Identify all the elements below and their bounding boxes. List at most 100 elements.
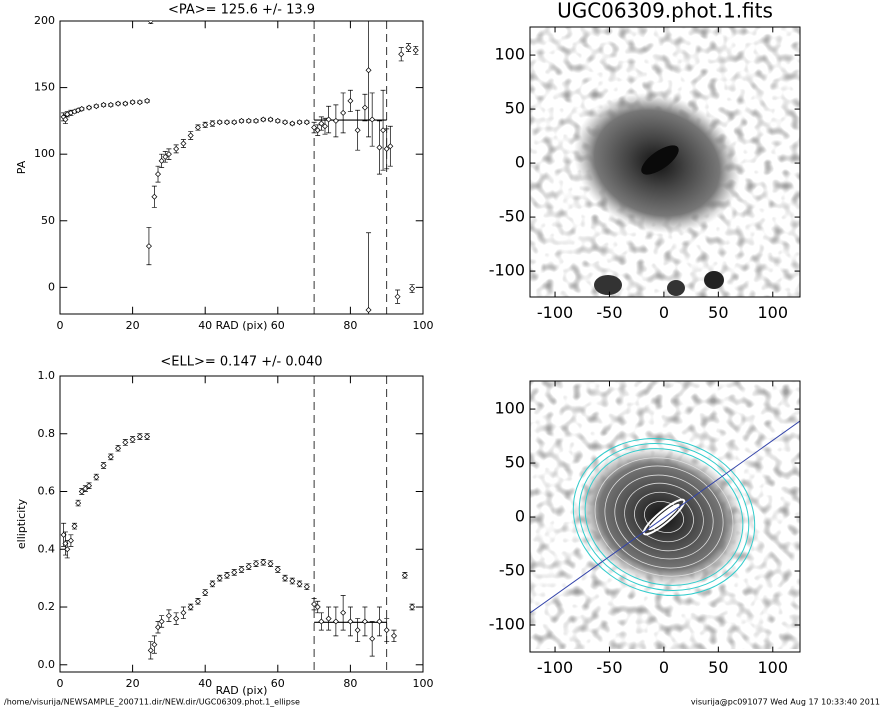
plot-frame bbox=[529, 26, 801, 298]
data-point bbox=[155, 171, 162, 178]
y-tick-label: 0 bbox=[515, 507, 525, 526]
data-point bbox=[187, 604, 194, 611]
data-point bbox=[231, 569, 238, 576]
data-point bbox=[365, 67, 372, 74]
data-point bbox=[340, 609, 347, 616]
x-axis-label: RAD (pix) bbox=[216, 684, 268, 697]
chart-title: <PA>= 125.6 +/- 13.9 bbox=[168, 3, 315, 18]
data-point bbox=[155, 624, 162, 631]
y-tick-label: 0.6 bbox=[38, 485, 56, 498]
x-tick-label: -100 bbox=[537, 303, 573, 322]
data-point bbox=[340, 109, 347, 116]
data-point bbox=[93, 474, 100, 481]
data-point bbox=[405, 44, 412, 51]
data-point bbox=[321, 123, 328, 130]
y-tick-label: 0.0 bbox=[38, 658, 56, 671]
data-point bbox=[245, 563, 252, 570]
data-point bbox=[78, 105, 85, 112]
data-point bbox=[303, 119, 310, 126]
data-point bbox=[216, 575, 223, 582]
data-point bbox=[147, 21, 154, 24]
x-tick-label: 80 bbox=[343, 319, 357, 332]
data-point bbox=[318, 618, 325, 625]
data-point bbox=[245, 117, 252, 124]
contour-image bbox=[530, 381, 800, 652]
data-point bbox=[376, 144, 383, 151]
data-point bbox=[209, 120, 216, 127]
data-point bbox=[115, 100, 122, 107]
data-point bbox=[369, 635, 376, 642]
data-point bbox=[412, 47, 419, 54]
x-tick-label: 100 bbox=[758, 658, 789, 677]
data-point bbox=[75, 500, 82, 507]
data-point bbox=[86, 482, 93, 489]
x-tick-label: 60 bbox=[271, 319, 285, 332]
data-point bbox=[238, 117, 245, 124]
data-point bbox=[202, 121, 209, 128]
data-point bbox=[332, 618, 339, 625]
y-tick-label: 0.8 bbox=[38, 427, 56, 440]
plot-frame bbox=[59, 20, 424, 315]
x-tick-label: 0 bbox=[57, 677, 64, 690]
data-point bbox=[173, 615, 180, 622]
x-tick-label: 20 bbox=[126, 319, 140, 332]
data-point bbox=[129, 436, 136, 443]
data-point bbox=[194, 124, 201, 131]
y-tick-label: 50 bbox=[505, 453, 525, 472]
data-point bbox=[145, 243, 152, 250]
data-point bbox=[107, 101, 114, 108]
x-tick-label: 40 bbox=[198, 677, 212, 690]
x-tick-label: 20 bbox=[126, 677, 140, 690]
y-tick-label: 100 bbox=[494, 399, 525, 418]
chart-title: UGC06309.phot.1.fits bbox=[557, 0, 773, 23]
y-tick-label: -100 bbox=[489, 615, 525, 634]
data-point bbox=[274, 117, 281, 124]
y-tick-label: -100 bbox=[489, 261, 525, 280]
y-tick-label: 50 bbox=[505, 99, 525, 118]
y-tick-label: 0.4 bbox=[38, 542, 56, 555]
data-point bbox=[238, 566, 245, 573]
data-point bbox=[62, 116, 69, 123]
y-tick-label: 1.0 bbox=[38, 369, 56, 382]
data-point bbox=[394, 293, 401, 300]
data-point bbox=[296, 580, 303, 587]
y-tick-label: 0 bbox=[515, 153, 525, 172]
data-point bbox=[122, 100, 129, 107]
data-point bbox=[158, 157, 165, 164]
data-point bbox=[107, 453, 114, 460]
data-point bbox=[387, 143, 394, 150]
data-point bbox=[180, 609, 187, 616]
data-point bbox=[64, 546, 71, 553]
data-point bbox=[311, 601, 318, 608]
data-point bbox=[202, 589, 209, 596]
data-point bbox=[162, 153, 169, 160]
footer-stamp: visurija@pc091077 Wed Aug 17 10:33:40 20… bbox=[691, 698, 880, 707]
data-point bbox=[409, 285, 416, 292]
plot-frame bbox=[59, 375, 424, 673]
x-tick-label: 50 bbox=[708, 303, 728, 322]
data-point bbox=[282, 575, 289, 582]
galaxy-image bbox=[530, 27, 800, 297]
data-point bbox=[369, 116, 376, 123]
y-tick-label: 150 bbox=[34, 81, 55, 94]
data-point bbox=[383, 145, 390, 152]
data-point bbox=[274, 566, 281, 573]
data-point bbox=[383, 627, 390, 634]
y-axis-label: PA bbox=[15, 160, 28, 174]
y-tick-label: -50 bbox=[499, 207, 525, 226]
data-point bbox=[325, 116, 332, 123]
data-point bbox=[401, 572, 408, 579]
data-point bbox=[380, 127, 387, 134]
data-point bbox=[361, 104, 368, 111]
x-tick-label: 100 bbox=[758, 303, 789, 322]
data-point bbox=[398, 51, 405, 58]
footer-path: /home/visurija/NEWSAMPLE_200711.dir/NEW.… bbox=[4, 698, 300, 707]
plot-frame bbox=[529, 380, 801, 653]
data-point bbox=[194, 598, 201, 605]
data-point bbox=[136, 433, 143, 440]
data-point bbox=[115, 445, 122, 452]
data-point bbox=[122, 439, 129, 446]
x-tick-label: 100 bbox=[413, 319, 434, 332]
data-point bbox=[173, 145, 180, 152]
